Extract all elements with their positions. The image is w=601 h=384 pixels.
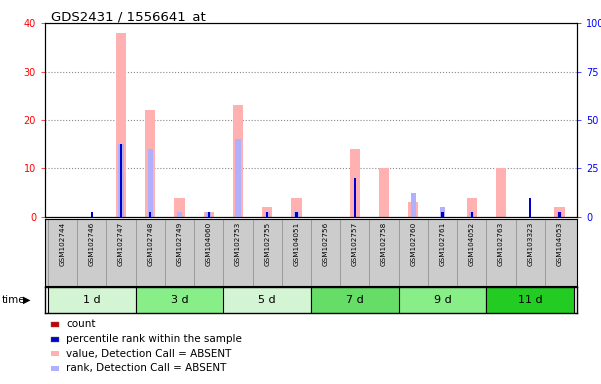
Bar (236, 139, 240, 217)
Bar (206, 212, 212, 217)
Text: GSM102747: GSM102747 (118, 222, 124, 266)
Bar (145, 110, 156, 217)
Bar (379, 169, 389, 217)
Text: 3 d: 3 d (171, 295, 188, 305)
Text: GSM103323: GSM103323 (527, 222, 533, 266)
Bar (529, 198, 531, 217)
Bar (295, 212, 297, 217)
Text: GSM102746: GSM102746 (89, 222, 95, 266)
Bar (262, 207, 272, 217)
Text: ▶: ▶ (23, 295, 30, 305)
Bar (177, 212, 182, 217)
Bar (350, 149, 360, 217)
Text: GSM102761: GSM102761 (439, 222, 445, 266)
Bar (440, 207, 445, 217)
Text: GSM102763: GSM102763 (498, 222, 504, 266)
Bar (120, 144, 122, 217)
Text: GSM102755: GSM102755 (264, 222, 270, 266)
Text: GSM102757: GSM102757 (352, 222, 358, 266)
Text: GSM102760: GSM102760 (410, 222, 416, 266)
Text: count: count (66, 319, 96, 329)
Bar (471, 212, 473, 217)
Bar (466, 198, 477, 217)
Bar (554, 207, 564, 217)
Bar (410, 193, 416, 217)
Bar (558, 212, 561, 217)
Text: GSM104053: GSM104053 (557, 222, 563, 266)
Text: GSM102744: GSM102744 (59, 222, 66, 266)
Bar (148, 149, 153, 217)
Bar (353, 178, 356, 217)
Text: 1 d: 1 d (83, 295, 100, 305)
Text: 11 d: 11 d (518, 295, 543, 305)
Text: time: time (2, 295, 25, 305)
Bar (408, 202, 418, 217)
Bar (174, 198, 185, 217)
Text: rank, Detection Call = ABSENT: rank, Detection Call = ABSENT (66, 363, 227, 373)
Text: percentile rank within the sample: percentile rank within the sample (66, 334, 242, 344)
Bar (441, 212, 444, 217)
Bar (149, 212, 151, 217)
Text: GSM102758: GSM102758 (381, 222, 387, 266)
Text: 7 d: 7 d (346, 295, 364, 305)
Text: GSM104051: GSM104051 (293, 222, 299, 266)
Bar (207, 212, 210, 217)
Bar (91, 212, 93, 217)
Bar (291, 198, 302, 217)
Bar (233, 106, 243, 217)
Text: GSM102756: GSM102756 (323, 222, 329, 266)
Text: 9 d: 9 d (434, 295, 451, 305)
Bar (116, 33, 126, 217)
Text: GSM104052: GSM104052 (469, 222, 475, 266)
Text: GDS2431 / 1556641_at: GDS2431 / 1556641_at (51, 10, 206, 23)
Bar (204, 212, 214, 217)
Text: GSM102748: GSM102748 (147, 222, 153, 266)
Bar (557, 212, 562, 217)
Bar (264, 212, 270, 217)
Bar (118, 144, 124, 217)
Bar (266, 212, 269, 217)
Text: GSM104060: GSM104060 (206, 222, 212, 266)
Text: GSM102749: GSM102749 (177, 222, 183, 266)
Text: value, Detection Call = ABSENT: value, Detection Call = ABSENT (66, 349, 231, 359)
Bar (294, 212, 299, 217)
Text: GSM102753: GSM102753 (235, 222, 241, 266)
Bar (469, 212, 474, 217)
Text: 5 d: 5 d (258, 295, 276, 305)
Bar (496, 169, 506, 217)
